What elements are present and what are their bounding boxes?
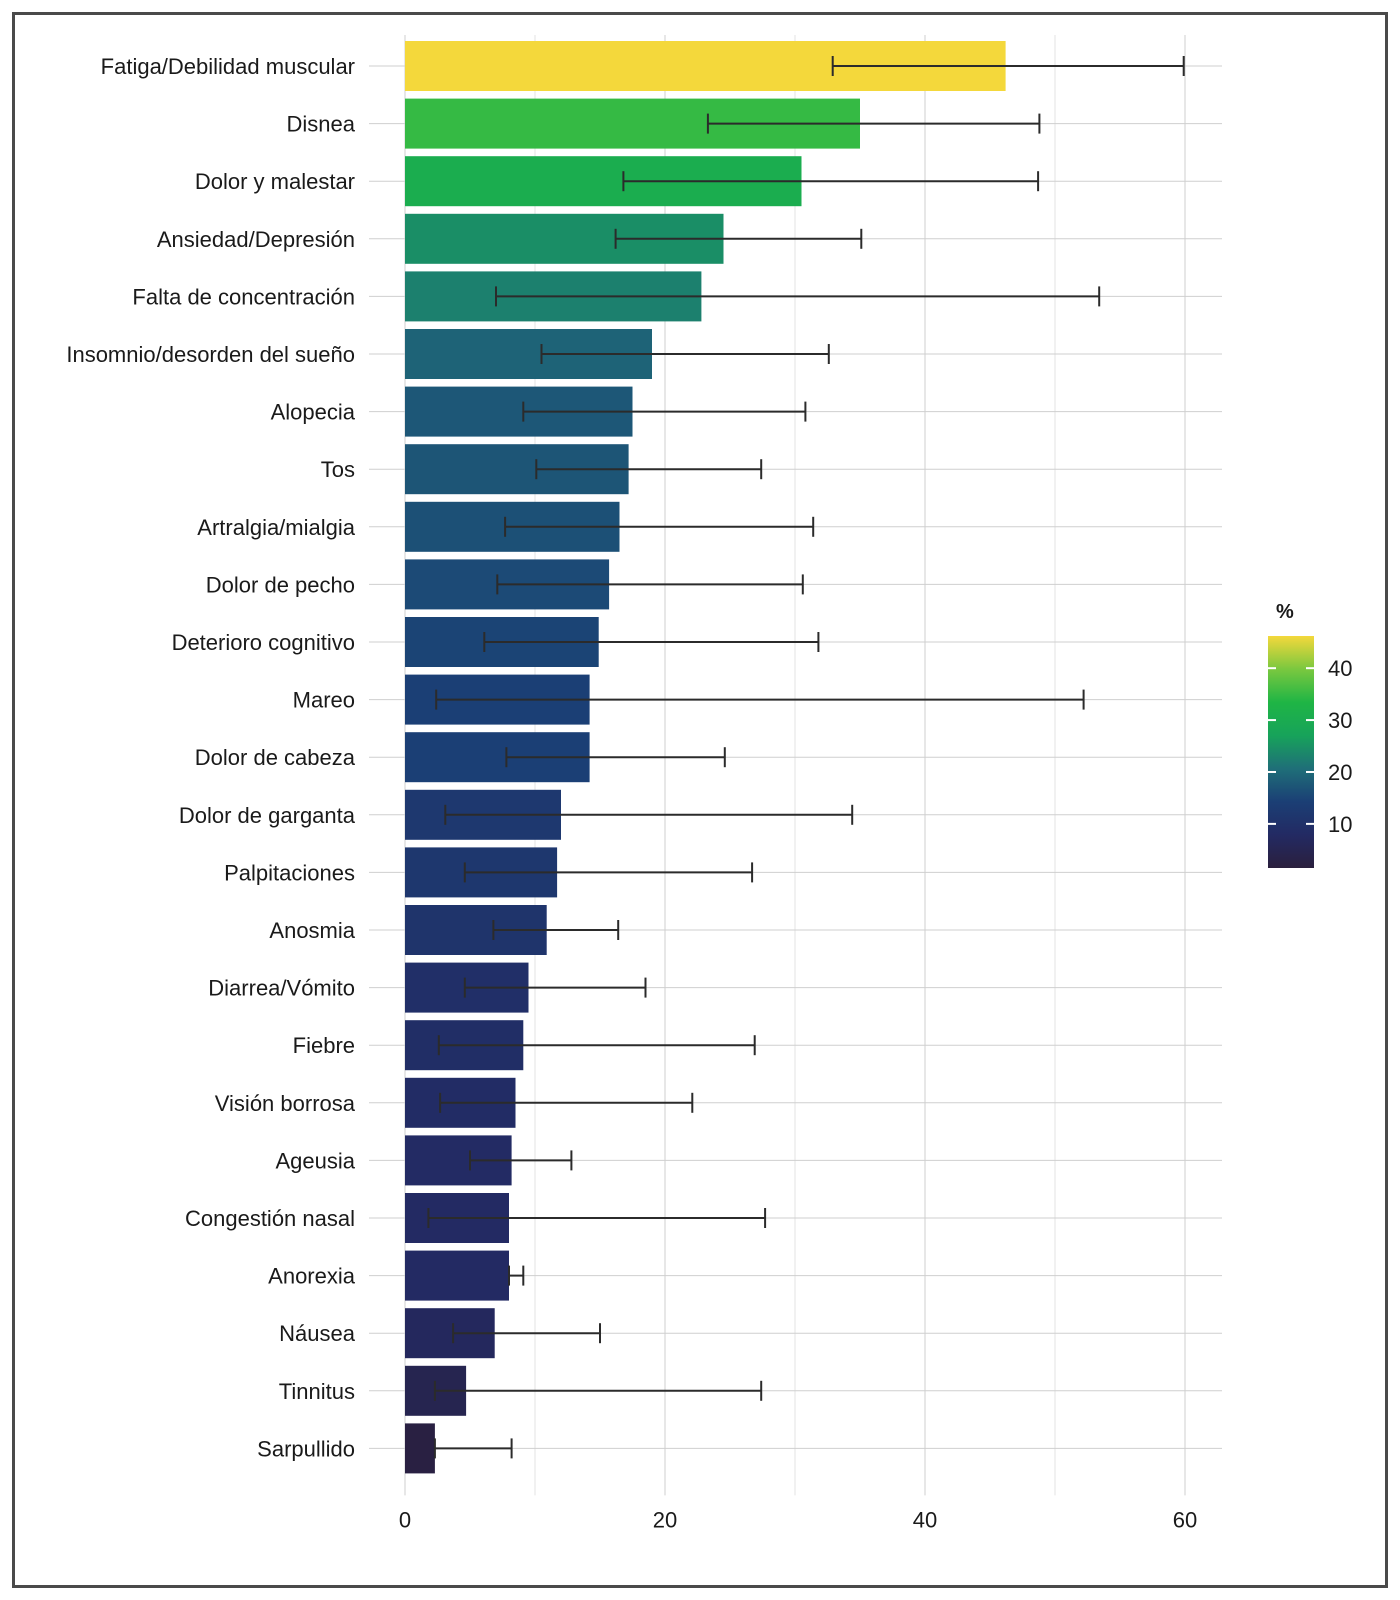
error-bar (444, 804, 854, 825)
category-label: Dolor de pecho (206, 572, 355, 597)
error-bar (433, 1380, 763, 1401)
error-bar (463, 862, 754, 883)
legend-tick-label: 10 (1328, 812, 1352, 837)
error-bar (452, 1323, 601, 1344)
legend-tick-label: 30 (1328, 708, 1352, 733)
category-label: Artralgia/mialgia (197, 515, 355, 540)
error-bar (463, 977, 647, 998)
x-axis-tick-layer: 0 20 40 60 (399, 1507, 1197, 1532)
category-label: Deterioro cognitivo (172, 630, 355, 655)
category-label: Tinnitus (279, 1379, 355, 1404)
category-label: Anorexia (268, 1264, 356, 1289)
x-tick-label: 40 (913, 1507, 937, 1532)
x-tick-label: 0 (399, 1507, 411, 1532)
error-bar (504, 516, 815, 537)
error-bar (437, 1035, 756, 1056)
error-bar-layer (427, 56, 1185, 1459)
category-label: Palpitaciones (224, 860, 355, 885)
error-bar (622, 171, 1040, 192)
legend-tick-label: 20 (1328, 760, 1352, 785)
error-bar (535, 459, 763, 480)
error-bar (427, 1208, 767, 1228)
category-label: Falta de concentración (132, 284, 355, 309)
category-label: Visión borrosa (215, 1091, 356, 1116)
category-label: Ageusia (275, 1148, 355, 1173)
category-label: Mareo (293, 688, 355, 713)
error-bar (496, 574, 804, 595)
category-label: Náusea (279, 1321, 356, 1346)
error-bar (540, 344, 830, 364)
legend-colorbar (1268, 636, 1314, 868)
category-label: Diarrea/Vómito (208, 976, 355, 1001)
error-bar (495, 286, 1101, 307)
error-bar (435, 689, 1085, 710)
category-label: Alopecia (271, 400, 356, 425)
category-label: Fiebre (293, 1033, 355, 1058)
error-bar (831, 56, 1185, 76)
category-label-layer: Fatiga/Debilidad muscular Disnea Dolor y m… (66, 54, 355, 1461)
category-label: Sarpullido (257, 1436, 355, 1461)
category-label: Tos (321, 457, 355, 482)
error-bar (614, 228, 863, 249)
category-label: Insomnio/desorden del sueño (66, 342, 355, 367)
error-bar (483, 632, 820, 652)
category-label: Dolor de cabeza (195, 745, 356, 770)
error-bar (492, 920, 620, 940)
error-bar (469, 1150, 573, 1171)
bar (405, 1423, 435, 1474)
error-bar (508, 1265, 525, 1286)
category-label: Ansiedad/Depresión (157, 227, 355, 252)
x-tick-label: 60 (1173, 1507, 1197, 1532)
category-label: Anosmia (269, 918, 355, 943)
category-label: Disnea (287, 112, 356, 137)
legend-tick-label: 40 (1328, 656, 1352, 681)
error-bar (522, 401, 807, 422)
error-bar (439, 1092, 694, 1113)
category-label: Dolor y malestar (195, 169, 355, 194)
error-bar (505, 747, 726, 768)
error-bar (706, 113, 1041, 134)
legend-title: % (1276, 601, 1294, 623)
category-label: Congestión nasal (185, 1206, 355, 1231)
bar (405, 1250, 509, 1301)
category-label: Fatiga/Debilidad muscular (101, 54, 355, 79)
error-bar (433, 1438, 513, 1459)
category-label: Dolor de garganta (179, 803, 356, 828)
x-tick-label: 20 (653, 1507, 677, 1532)
legend: % 10 20 30 40 (1268, 601, 1352, 868)
